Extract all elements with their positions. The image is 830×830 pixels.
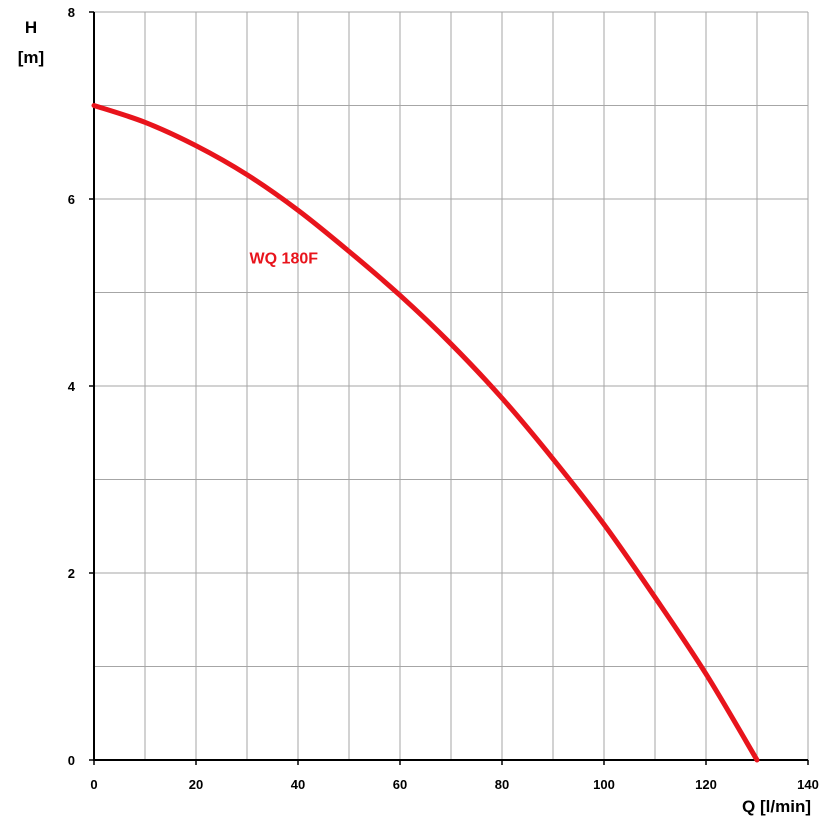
- y-tick-label: 8: [68, 5, 75, 20]
- x-tick-label: 80: [495, 777, 509, 792]
- series-label-wq-180f: WQ 180F: [250, 251, 319, 268]
- y-axis-title-line1: H: [25, 18, 37, 37]
- x-tick-label: 20: [189, 777, 203, 792]
- x-tick-label: 0: [90, 777, 97, 792]
- axis-layer: [89, 11, 809, 765]
- y-axis-title-line2: [m]: [18, 48, 44, 67]
- y-tick-label: 4: [68, 379, 76, 394]
- y-tick-label: 2: [68, 566, 75, 581]
- x-tick-label: 140: [797, 777, 819, 792]
- y-tick-label: 0: [68, 753, 75, 768]
- grid-layer: [94, 11, 809, 760]
- series-line-wq-180f: [91, 103, 760, 763]
- x-tick-label: 100: [593, 777, 615, 792]
- x-axis-title: Q [l/min]: [742, 797, 811, 816]
- series-layer: [91, 103, 760, 763]
- x-tick-label: 40: [291, 777, 305, 792]
- x-tick-label: 120: [695, 777, 717, 792]
- label-layer: 0 20 40 60 80 100 120 140 0 2 4 6 8 WQ 180F: [68, 5, 819, 792]
- y-tick-label: 6: [68, 192, 75, 207]
- x-tick-label: 60: [393, 777, 407, 792]
